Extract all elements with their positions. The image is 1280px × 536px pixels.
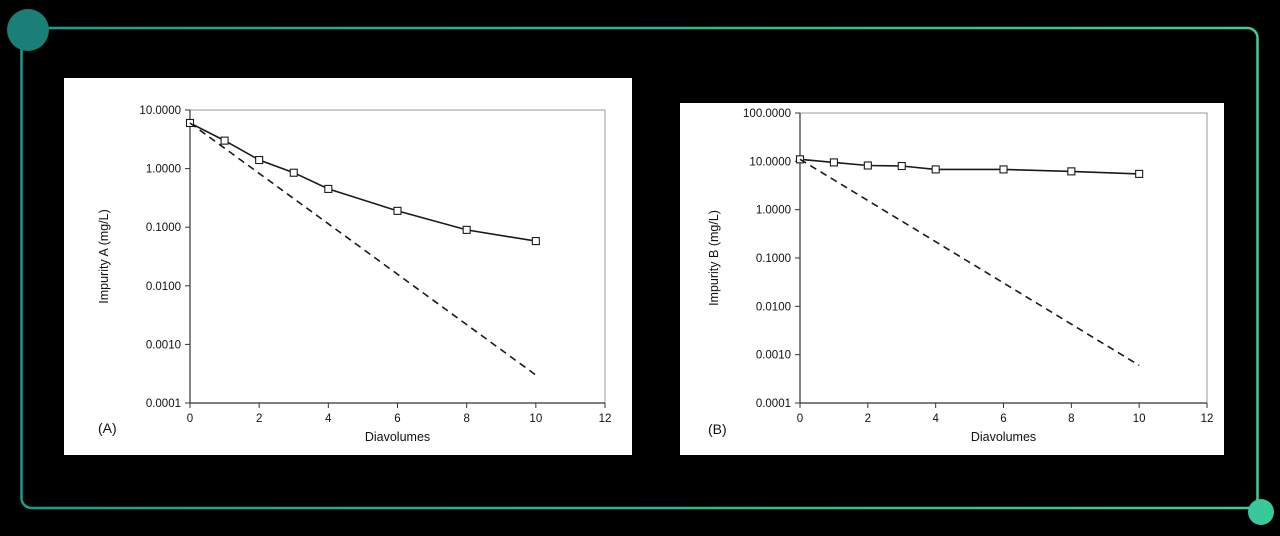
x-tick-label: 6 <box>394 413 400 425</box>
marker-square <box>863 161 872 170</box>
x-tick-label: 8 <box>1068 413 1074 425</box>
x-tick-label: 2 <box>865 413 871 425</box>
x-axis-title: Diavolumes <box>971 430 1036 444</box>
plot-area <box>799 112 1208 404</box>
series-theoretical <box>799 158 1140 367</box>
chart-b-svg: 100.0000 10.0000 1.0000 0.1000 0.0100 0.0010 0… <box>707 108 1214 444</box>
series-measured <box>799 158 1140 175</box>
x-tick-label: 10 <box>529 413 542 425</box>
chart-panel-a: 10.0000 1.0000 0.1000 0.0100 0.0010 0.0001 0 2 4… <box>64 78 632 455</box>
marker-square <box>393 206 402 215</box>
series-measured <box>189 122 536 242</box>
y-axis-title: Impurity A (mg/L) <box>97 209 111 303</box>
y-tick-label: 0.0010 <box>146 339 181 351</box>
y-tick-label: 0.0100 <box>756 301 791 313</box>
marker-square <box>255 155 264 165</box>
y-tick-label: 1.0000 <box>146 164 181 176</box>
x-axis-title: Diavolumes <box>365 430 430 444</box>
plot-area <box>189 109 606 404</box>
marker-square <box>829 158 838 167</box>
x-tick-label: 0 <box>797 413 803 425</box>
x-tick-label: 6 <box>1000 413 1006 425</box>
x-tick-label: 2 <box>256 413 262 425</box>
y-tick-label: 100.0000 <box>743 108 791 120</box>
y-tick-label: 0.0001 <box>146 398 181 410</box>
y-tick-label: 0.0010 <box>756 350 791 362</box>
y-tick-label: 1.0000 <box>756 205 791 217</box>
chart-panel-b: 100.0000 10.0000 1.0000 0.1000 0.0100 0.0010 0… <box>680 103 1224 455</box>
x-tick-label: 4 <box>932 413 939 425</box>
x-tick-label: 8 <box>463 413 469 425</box>
x-tick-label: 4 <box>325 413 332 425</box>
y-axis-title: Impurity B (mg/L) <box>707 210 721 306</box>
marker-square <box>1067 167 1076 176</box>
x-tick-label: 0 <box>187 413 193 425</box>
y-tick-label: 0.1000 <box>146 222 181 234</box>
marker-square <box>531 237 540 246</box>
x-tick-label: 12 <box>599 413 612 425</box>
frame-corner-dot-bottom-right <box>1248 499 1274 525</box>
x-tick-label: 10 <box>1133 413 1146 425</box>
y-tick-label: 0.0001 <box>756 398 791 410</box>
chart-a-svg: 10.0000 1.0000 0.1000 0.0100 0.0010 0.0001 0 2 4… <box>97 105 612 444</box>
y-tick-label: 0.0100 <box>146 281 181 293</box>
panel-label-a: (A) <box>98 420 117 436</box>
marker-square <box>931 165 940 174</box>
marker-square <box>897 161 906 171</box>
marker-square <box>999 165 1008 174</box>
panel-label-b: (B) <box>708 421 727 437</box>
y-tick-label: 10.0000 <box>749 156 791 168</box>
frame-corner-dot-top-left <box>7 9 49 51</box>
marker-square <box>324 184 333 193</box>
marker-square <box>1135 169 1144 178</box>
marker-square <box>220 136 229 145</box>
marker-square <box>289 168 298 177</box>
x-tick-label: 12 <box>1201 413 1214 425</box>
y-tick-label: 0.1000 <box>756 253 791 265</box>
marker-square <box>462 225 471 234</box>
y-tick-label: 10.0000 <box>139 105 181 117</box>
